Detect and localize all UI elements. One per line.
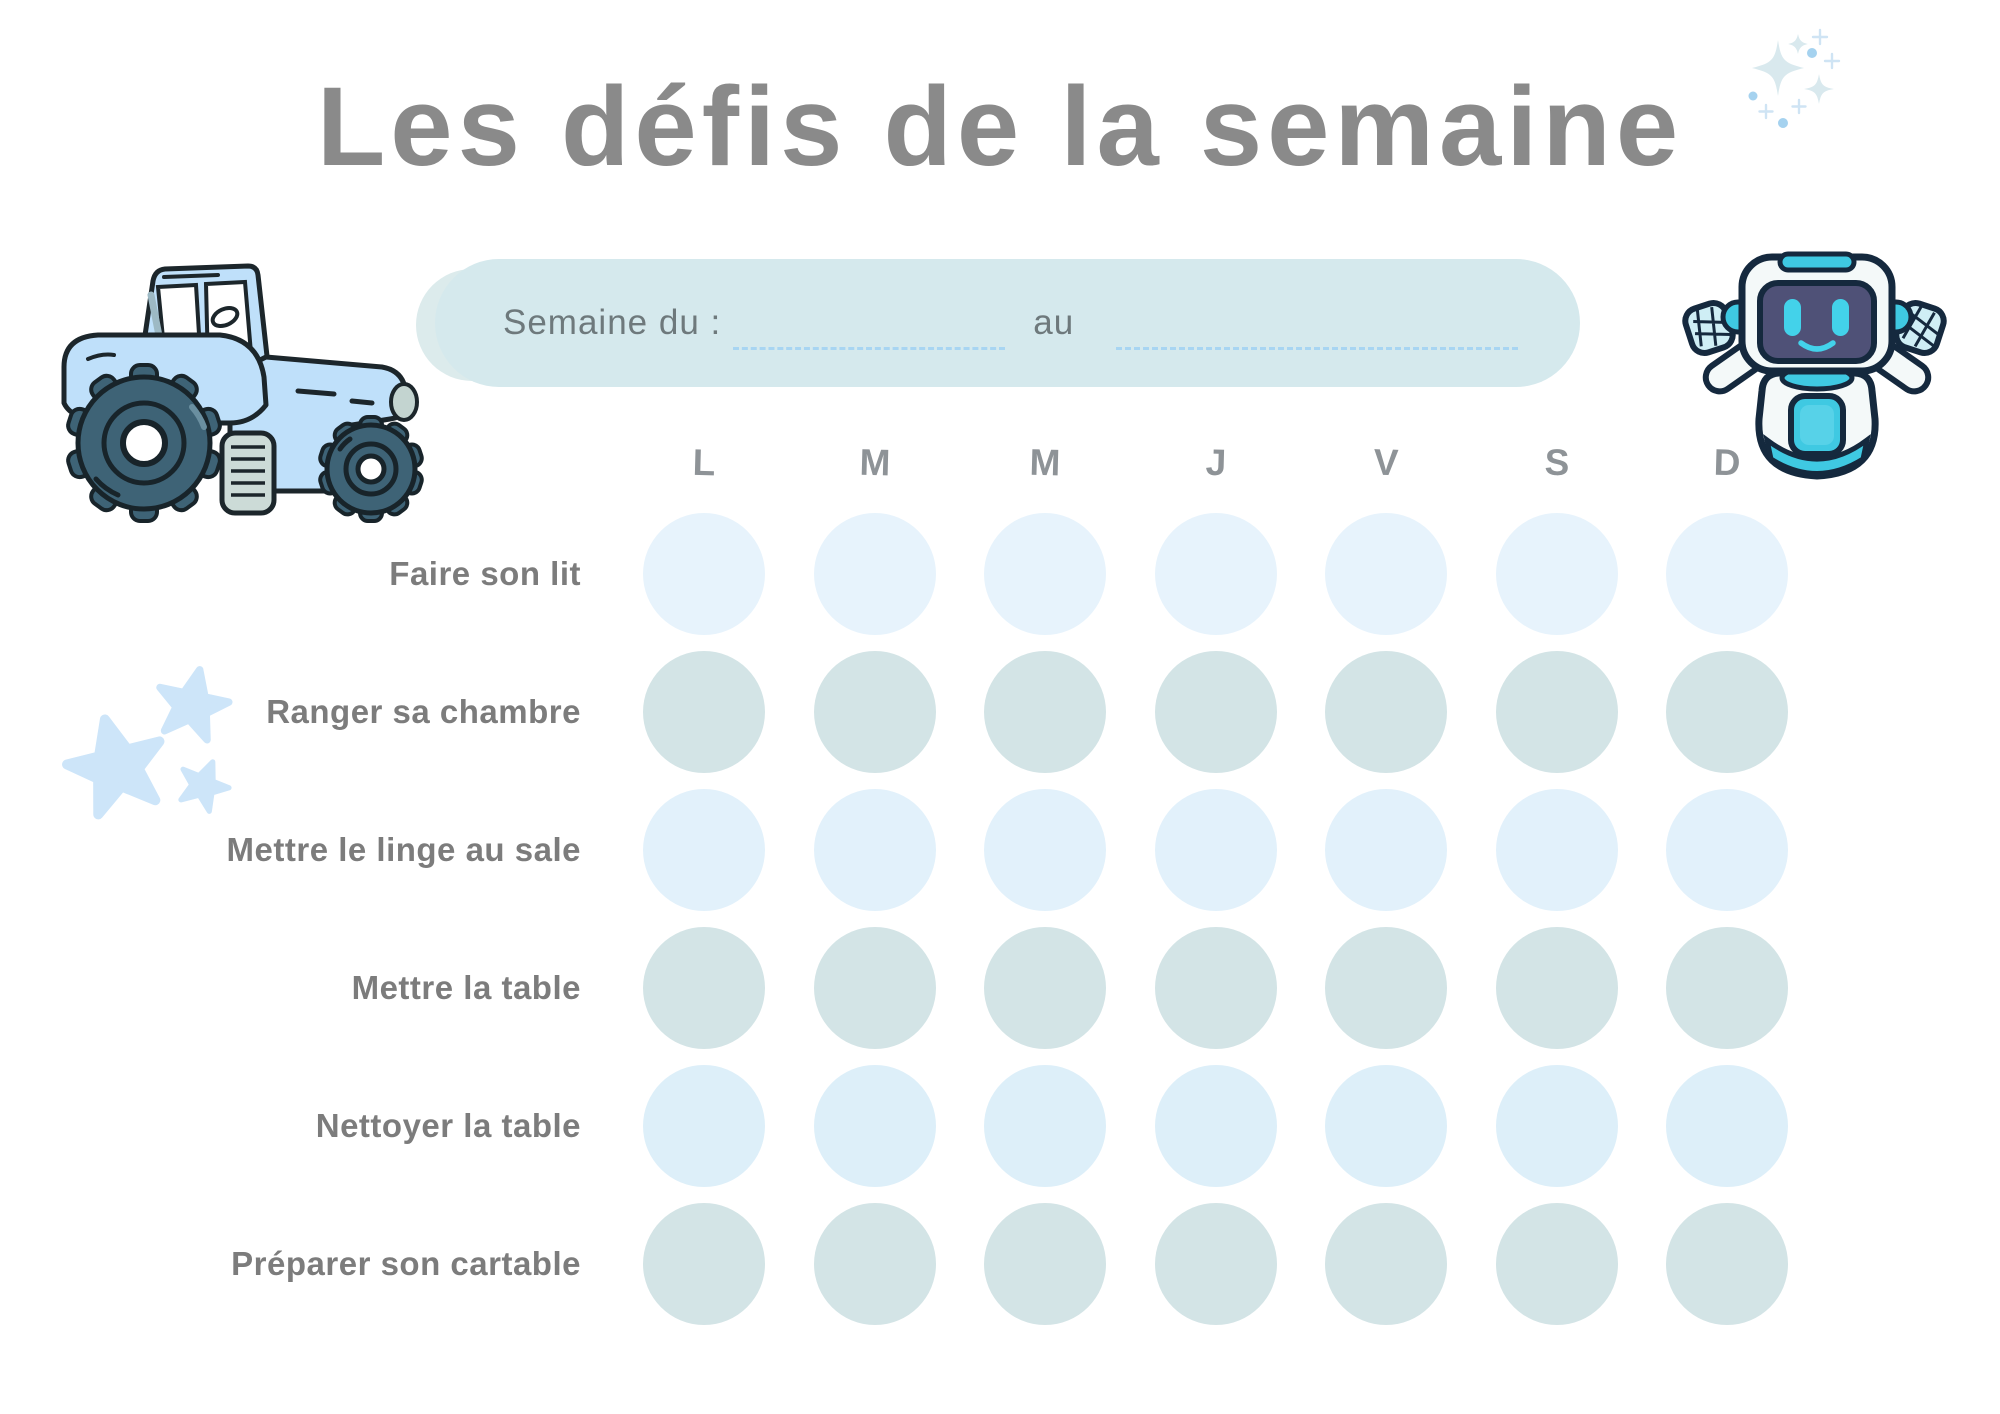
task-day-cell[interactable] bbox=[643, 1203, 765, 1325]
task-day-cell[interactable] bbox=[1495, 1203, 1618, 1325]
task-day-cell[interactable] bbox=[813, 513, 936, 635]
task-day-cell[interactable] bbox=[1666, 513, 1788, 635]
sparkle-cluster-icon bbox=[1748, 28, 1841, 128]
task-day-cell[interactable] bbox=[1666, 1065, 1788, 1187]
week-from-label: Semaine du : bbox=[503, 303, 722, 342]
task-day-cell[interactable] bbox=[1325, 1065, 1447, 1187]
task-day-cell[interactable] bbox=[1325, 513, 1447, 635]
task-day-cell[interactable] bbox=[1495, 651, 1618, 773]
task-day-cell[interactable] bbox=[984, 513, 1106, 635]
task-day-grid bbox=[643, 513, 1788, 1325]
day-header-0: L bbox=[692, 441, 716, 484]
task-day-cell[interactable] bbox=[1666, 927, 1788, 1049]
task-day-cell[interactable] bbox=[1154, 1203, 1277, 1325]
task-day-cell[interactable] bbox=[1325, 1203, 1447, 1325]
task-day-cell[interactable] bbox=[813, 789, 936, 911]
task-day-cell[interactable] bbox=[1666, 789, 1788, 911]
tractor-illustration bbox=[61, 263, 492, 523]
day-header-6: D bbox=[1713, 441, 1741, 484]
task-day-cell[interactable] bbox=[643, 927, 765, 1049]
week-to-date-field[interactable] bbox=[1116, 303, 1519, 350]
task-day-cell[interactable] bbox=[984, 1203, 1106, 1325]
task-day-cell[interactable] bbox=[643, 1065, 765, 1187]
task-day-cell[interactable] bbox=[1495, 1065, 1618, 1187]
task-day-cell[interactable] bbox=[1154, 1065, 1277, 1187]
page-title: Les défis de la semaine bbox=[316, 64, 1684, 189]
task-day-cell[interactable] bbox=[1495, 513, 1618, 635]
three-stars-icon bbox=[62, 666, 233, 820]
task-day-cell[interactable] bbox=[1325, 789, 1447, 911]
task-day-cell[interactable] bbox=[984, 927, 1106, 1049]
front-wheel-icon bbox=[318, 415, 424, 523]
task-day-cell[interactable] bbox=[813, 1065, 936, 1187]
task-day-cell[interactable] bbox=[984, 651, 1106, 773]
task-label: Mettre la table bbox=[351, 969, 581, 1006]
task-day-cell[interactable] bbox=[1666, 1203, 1788, 1325]
week-banner: Semaine du : au bbox=[435, 259, 1580, 387]
task-day-cell[interactable] bbox=[1154, 651, 1277, 773]
task-day-cell[interactable] bbox=[813, 1203, 936, 1325]
task-day-cell[interactable] bbox=[984, 789, 1106, 911]
task-day-cell[interactable] bbox=[1495, 789, 1618, 911]
task-label: Faire son lit bbox=[389, 555, 581, 592]
task-day-cell[interactable] bbox=[643, 513, 765, 635]
task-day-cell[interactable] bbox=[813, 651, 936, 773]
day-header-4: V bbox=[1373, 441, 1399, 484]
task-day-cell[interactable] bbox=[643, 789, 765, 911]
week-to-label: au bbox=[1033, 303, 1075, 342]
day-header-1: M bbox=[858, 441, 891, 484]
task-day-cell[interactable] bbox=[984, 1065, 1106, 1187]
task-label: Préparer son cartable bbox=[231, 1245, 581, 1282]
task-label: Ranger sa chambre bbox=[266, 693, 581, 730]
task-day-cell[interactable] bbox=[1325, 927, 1447, 1049]
task-label: Nettoyer la table bbox=[315, 1107, 581, 1144]
day-header-3: J bbox=[1204, 441, 1227, 484]
task-day-cell[interactable] bbox=[1495, 927, 1618, 1049]
task-day-cell[interactable] bbox=[1666, 651, 1788, 773]
week-from-date-field[interactable] bbox=[733, 303, 1006, 350]
day-header-5: S bbox=[1543, 441, 1570, 484]
task-day-cell[interactable] bbox=[1325, 651, 1447, 773]
task-label: Mettre le linge au sale bbox=[226, 831, 581, 868]
task-day-cell[interactable] bbox=[643, 651, 765, 773]
rear-wheel-icon bbox=[66, 363, 222, 523]
task-day-cell[interactable] bbox=[1154, 927, 1277, 1049]
task-day-cell[interactable] bbox=[813, 927, 936, 1049]
robot-illustration bbox=[1682, 251, 1947, 480]
task-day-cell[interactable] bbox=[1154, 789, 1277, 911]
day-header-2: M bbox=[1029, 441, 1061, 484]
task-day-cell[interactable] bbox=[1154, 513, 1277, 635]
